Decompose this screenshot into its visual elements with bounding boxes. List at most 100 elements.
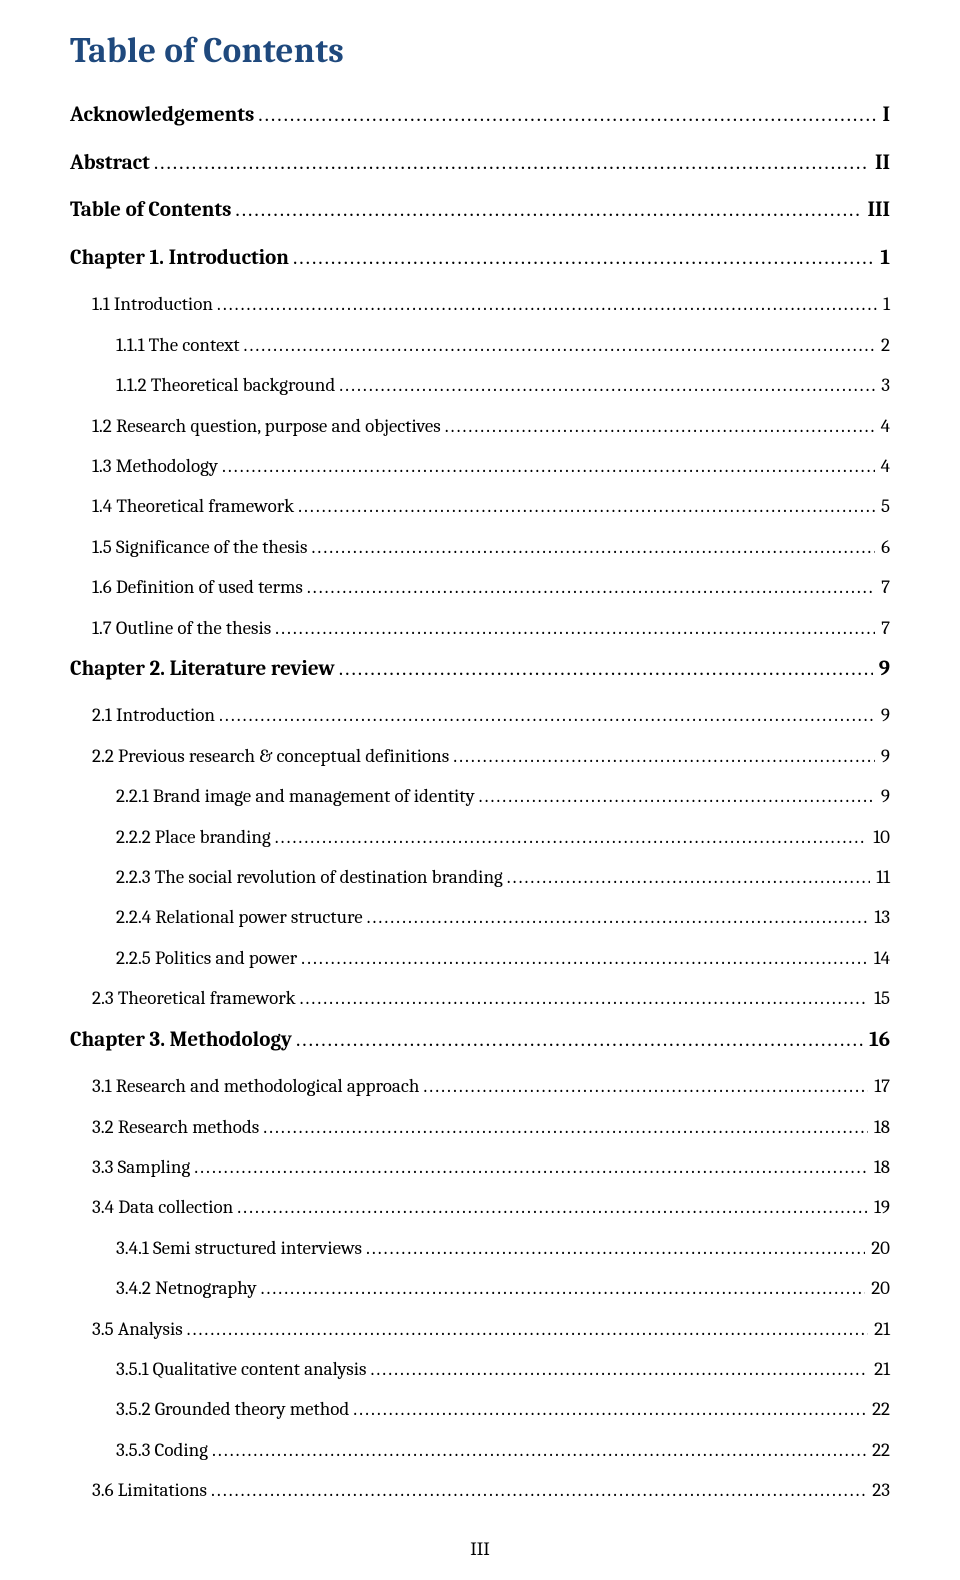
toc-entry-label: 3.4.1 Semi structured interviews [116,1233,362,1263]
toc-entry-page: 17 [872,1071,890,1101]
toc-entry-label: Chapter 3. Methodology [70,1024,292,1058]
toc-entry-page: 4 [879,451,890,481]
toc-entry-label: 2.2.4 Relational power structure [116,902,363,932]
toc-entry-page: 11 [874,862,890,892]
toc-entry[interactable]: 1.3 Methodology 4 [70,451,890,481]
toc-entry-label: 1.5 Significance of the thesis [92,532,308,562]
toc-entry[interactable]: 3.5.1 Qualitative content analysis21 [70,1354,890,1384]
toc-entry[interactable]: 2.2.1 Brand image and management of iden… [70,781,890,811]
toc-entry-label: 3.3 Sampling [92,1152,190,1182]
toc-entry-label: 2.2 Previous research & conceptual defin… [92,741,449,771]
toc-entry[interactable]: Chapter 2. Literature review9 [70,653,890,687]
toc-entry-page: 18 [872,1112,890,1142]
toc-entry[interactable]: 1.1 Introduction1 [70,289,890,319]
toc-leader-dots [307,580,875,603]
toc-entry[interactable]: 3.5.3 Coding22 [70,1435,890,1465]
toc-entry[interactable]: 3.5.2 Grounded theory method22 [70,1394,890,1424]
toc-entry[interactable]: 2.1 Introduction 9 [70,700,890,730]
toc-entry[interactable]: 1.7 Outline of the thesis 7 [70,613,890,643]
toc-entry[interactable]: 2.2 Previous research & conceptual defin… [70,741,890,771]
toc-entry-label: 2.3 Theoretical framework [92,983,296,1013]
toc-leader-dots [211,1483,866,1506]
toc-leader-dots [300,991,868,1014]
toc-entry-label: 2.2.5 Politics and power [116,943,297,973]
toc-entry[interactable]: 1.1.2 Theoretical background 3 [70,370,890,400]
toc-leader-dots [339,378,875,401]
toc-leader-dots [194,1160,868,1183]
toc-entry-page: I [880,99,890,133]
toc-entry-label: 3.5.1 Qualitative content analysis [116,1354,366,1384]
toc-entry-label: Abstract [70,147,150,181]
toc-entry[interactable]: 1.4 Theoretical framework5 [70,491,890,521]
toc-entry[interactable]: 3.1 Research and methodological approach… [70,1071,890,1101]
toc-entry-page: 20 [869,1273,890,1303]
toc-entry[interactable]: 1.5 Significance of the thesis 6 [70,532,890,562]
toc-entry-label: 1.6 Definition of used terms [92,572,303,602]
toc-entry[interactable]: 1.6 Definition of used terms 7 [70,572,890,602]
toc-entry-page: 13 [872,902,890,932]
toc-entry-page: 1 [881,289,890,319]
toc-entry[interactable]: 3.2 Research methods18 [70,1112,890,1142]
toc-entry[interactable]: Chapter 1. Introduction1 [70,242,890,276]
toc-entry-page: 16 [867,1024,890,1058]
toc-entry[interactable]: 3.4.1 Semi structured interviews 20 [70,1233,890,1263]
toc-entry[interactable]: Chapter 3. Methodology 16 [70,1024,890,1058]
page-container: Table of Contents Acknowledgements I Abstr… [0,0,960,1580]
toc-entry-page: 1 [878,242,890,276]
toc-entry-page: 7 [879,613,890,643]
toc-leader-dots [222,459,875,482]
toc-list: Acknowledgements I Abstract II Table of Cont… [70,99,890,1506]
toc-entry-page: II [873,147,890,181]
toc-leader-dots [275,620,875,643]
toc-entry-page: 23 [870,1475,890,1505]
toc-entry[interactable]: 3.4.2 Netnography20 [70,1273,890,1303]
toc-entry[interactable]: 3.3 Sampling18 [70,1152,890,1182]
toc-entry-page: 4 [879,411,890,441]
toc-leader-dots [261,1281,866,1304]
toc-leader-dots [479,789,875,812]
toc-entry[interactable]: 3.5 Analysis21 [70,1314,890,1344]
toc-leader-dots [367,910,869,933]
toc-entry[interactable]: 3.6 Limitations23 [70,1475,890,1505]
toc-entry[interactable]: Table of ContentsIII [70,194,890,228]
toc-entry-label: 1.1.2 Theoretical background [116,370,335,400]
toc-entry-label: 1.7 Outline of the thesis [92,613,271,643]
toc-entry-page: 9 [879,700,890,730]
toc-entry-page: 3 [879,370,890,400]
toc-entry-label: 2.2.1 Brand image and management of iden… [116,781,475,811]
toc-leader-dots [339,661,873,686]
page-number-footer: III [0,1538,960,1560]
toc-entry-page: 7 [879,572,890,602]
toc-entry-label: 1.1.1 The context [116,330,240,360]
toc-entry-page: 6 [879,532,890,562]
toc-entry-label: 1.3 Methodology [92,451,218,481]
toc-entry[interactable]: 2.2.4 Relational power structure 13 [70,902,890,932]
toc-leader-dots [212,1442,866,1465]
toc-leader-dots [258,107,876,132]
toc-leader-dots [235,203,861,228]
toc-entry[interactable]: 2.2.2 Place branding10 [70,822,890,852]
toc-entry[interactable]: 1.2 Research question, purpose and objec… [70,411,890,441]
toc-entry[interactable]: 2.3 Theoretical framework 15 [70,983,890,1013]
toc-entry-page: 9 [879,741,890,771]
toc-leader-dots [301,950,868,973]
toc-entry-label: 2.1 Introduction [92,700,215,730]
toc-entry-page: 20 [869,1233,890,1263]
page-title: Table of Contents [70,30,890,71]
toc-entry-label: Acknowledgements [70,99,254,133]
toc-leader-dots [507,870,870,893]
toc-entry[interactable]: Abstract II [70,147,890,181]
toc-entry-page: 15 [872,983,890,1013]
toc-leader-dots [423,1079,868,1102]
toc-entry[interactable]: 2.2.3 The social revolution of destinati… [70,862,890,892]
toc-entry-page: 2 [879,330,890,360]
toc-entry[interactable]: 1.1.1 The context 2 [70,330,890,360]
toc-entry-label: 3.5 Analysis [92,1314,183,1344]
toc-entry[interactable]: 2.2.5 Politics and power14 [70,943,890,973]
toc-leader-dots [275,829,868,852]
toc-entry[interactable]: 3.4 Data collection19 [70,1192,890,1222]
toc-leader-dots [298,499,875,522]
toc-entry-page: 22 [870,1394,890,1424]
toc-entry[interactable]: Acknowledgements I [70,99,890,133]
toc-entry-label: 1.4 Theoretical framework [92,491,294,521]
